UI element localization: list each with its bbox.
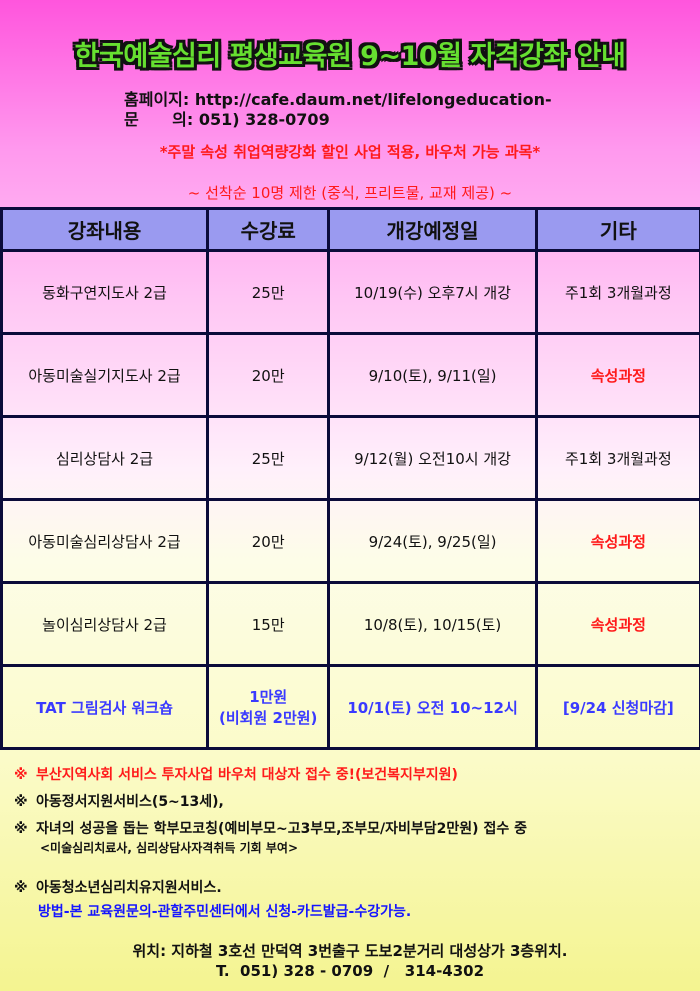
course-name: 심리상담사 2급 (0, 415, 209, 501)
reference-mark: ※ (14, 821, 28, 837)
homepage-label: 홈페이지: (124, 90, 190, 109)
page-title: 한국예술심리 평생교육원 9~10월 자격강좌 안내 (74, 41, 626, 72)
note-text: 자녀의 성공을 돕는 학부모코칭(예비부모~고3부모,조부모/자비부담2만원) … (36, 821, 527, 837)
notes-section: ※ 부산지역사회 서비스 투자사업 바우처 대상자 접수 중!(보건복지부지원) … (14, 762, 527, 926)
course-note: [9/24 신청마감] (534, 664, 700, 750)
table-row: 아동미술심리상담사 2급 20만 9/24(토), 9/25(일) 속성과정 (0, 498, 700, 584)
header-course: 강좌내용 (0, 207, 209, 252)
course-note: 속성과정 (534, 581, 700, 667)
footer-location: 위치: 지하철 3호선 만덕역 3번출구 도보2분거리 대성상가 3층위치. (132, 942, 568, 960)
reference-mark: ※ (14, 794, 28, 810)
course-date: 9/10(토), 9/11(일) (327, 332, 538, 418)
table-row: 아동미술실기지도사 2급 20만 9/10(토), 9/11(일) 속성과정 (0, 332, 700, 418)
course-note: 주1회 3개월과정 (534, 415, 700, 501)
course-name: 동화구연지도사 2급 (0, 249, 209, 335)
table-row: 심리상담사 2급 25만 9/12(월) 오전10시 개강 주1회 3개월과정 (0, 415, 700, 501)
course-fee: 25만 (205, 249, 331, 335)
course-note: 속성과정 (534, 498, 700, 584)
course-table: 강좌내용 수강료 개강예정일 기타 동화구연지도사 2급 25만 10/19(수) … (0, 207, 700, 750)
inquiry-phone: 051) 328-0709 (198, 110, 330, 129)
table-row: 놀이심리상담사 2급 15만 10/8(토), 10/15(토) 속성과정 (0, 581, 700, 667)
note-youth-healing: ※ 아동청소년심리치유지원서비스. (14, 875, 527, 902)
course-fee: 20만 (205, 498, 331, 584)
header-start-date: 개강예정일 (327, 207, 538, 252)
homepage-line: 홈페이지: http://cafe.daum.net/lifelongeduca… (124, 86, 552, 110)
footer-phone: T. 051) 328 - 0709 / 314-4302 (215, 962, 485, 980)
notice-limit: ~ 선착순 10명 제한 (중식, 프리트물, 교재 제공) ~ (187, 184, 513, 202)
note-emotional-support: ※ 아동정서지원서비스(5~13세), (14, 789, 527, 816)
course-name: 아동미술실기지도사 2급 (0, 332, 209, 418)
inquiry-line: 문 의: 051) 328-0709 (124, 106, 330, 130)
course-date: 10/1(토) 오전 10~12시 (327, 664, 538, 750)
notice-discount: *주말 속성 취업역량강화 할인 사업 적용, 바우처 가능 과목* (159, 143, 541, 161)
course-date: 9/24(토), 9/25(일) (327, 498, 538, 584)
course-name: 아동미술심리상담사 2급 (0, 498, 209, 584)
note-youth-healing-method: 방법-본 교육원문의-관할주민센터에서 신청-카드발급-수강가능. (38, 904, 412, 920)
note-text: 아동정서지원서비스(5~13세), (36, 794, 224, 810)
note-text: 부산지역사회 서비스 투자사업 바우처 대상자 접수 중!(보건복지부지원) (36, 767, 458, 783)
course-note: 주1회 3개월과정 (534, 249, 700, 335)
course-name: 놀이심리상담사 2급 (0, 581, 209, 667)
course-fee: 25만 (205, 415, 331, 501)
table-row: 동화구연지도사 2급 25만 10/19(수) 오후7시 개강 주1회 3개월과정 (0, 249, 700, 335)
course-date: 10/19(수) 오후7시 개강 (327, 249, 538, 335)
course-fee: 1만원 (비회원 2만원) (205, 664, 331, 750)
reference-mark: ※ (14, 767, 28, 783)
note-parent-coaching: ※ 자녀의 성공을 돕는 학부모코칭(예비부모~고3부모,조부모/자비부담2만원)… (14, 816, 527, 843)
note-parent-coaching-sub: <미술심리치료사, 심리상담사자격취득 기회 부여> (40, 841, 299, 855)
course-note: 속성과정 (534, 332, 700, 418)
course-fee: 15만 (205, 581, 331, 667)
note-text: 아동청소년심리치유지원서비스. (36, 880, 222, 896)
course-date: 9/12(월) 오전10시 개강 (327, 415, 538, 501)
table-header: 강좌내용 수강료 개강예정일 기타 (0, 207, 700, 252)
inquiry-label: 문 의: (124, 110, 194, 129)
table-row-workshop: TAT 그림검사 워크숍 1만원 (비회원 2만원) 10/1(토) 오전 10~1… (0, 664, 700, 750)
course-date: 10/8(토), 10/15(토) (327, 581, 538, 667)
reference-mark: ※ (14, 880, 28, 896)
header-fee: 수강료 (205, 207, 331, 252)
course-name: TAT 그림검사 워크숍 (0, 664, 209, 750)
course-fee: 20만 (205, 332, 331, 418)
header-other: 기타 (534, 207, 700, 252)
note-voucher: ※ 부산지역사회 서비스 투자사업 바우처 대상자 접수 중!(보건복지부지원) (14, 762, 527, 789)
homepage-url[interactable]: http://cafe.daum.net/lifelongeducation- (194, 90, 552, 109)
